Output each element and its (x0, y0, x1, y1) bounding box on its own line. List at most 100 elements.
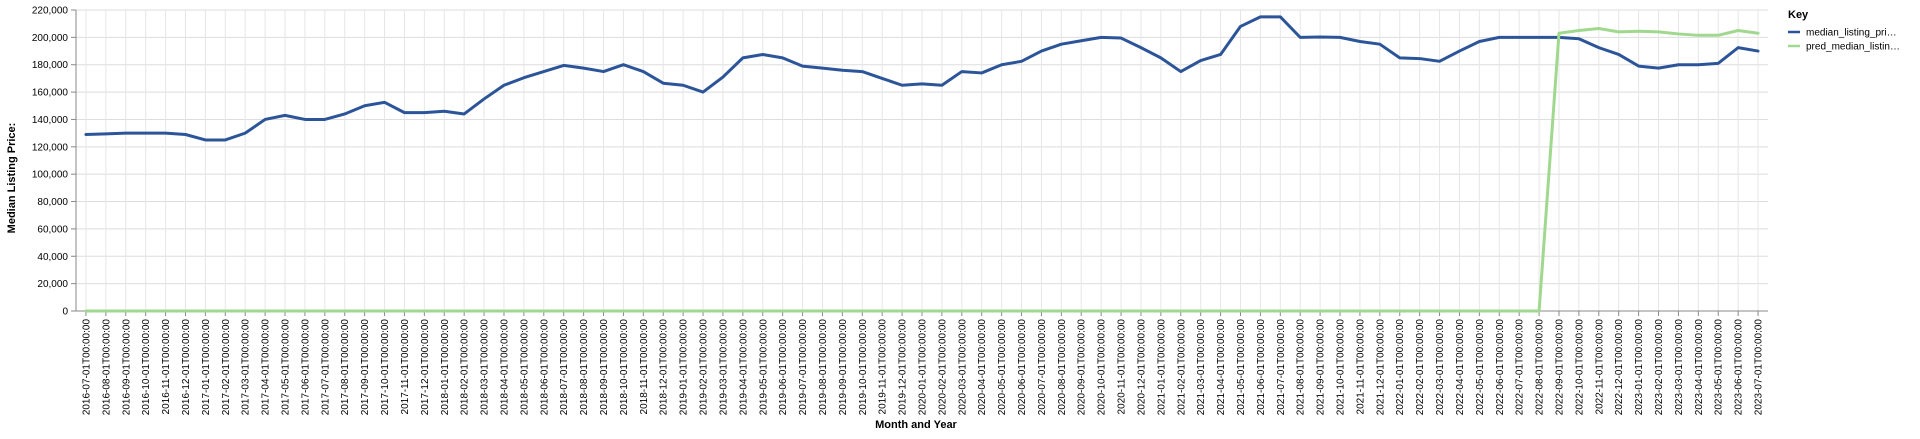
x-tick-label: 2019-12-01T00:00:00 (898, 319, 909, 416)
legend: Key median_listing_pri… pred_median_listi… (1788, 9, 1900, 53)
x-tick-label: 2022-06-01T00:00:00 (1495, 319, 1506, 416)
x-tick-label: 2019-09-01T00:00:00 (838, 319, 849, 416)
x-tick-label: 2017-07-01T00:00:00 (320, 319, 331, 416)
legend-label: pred_median_listin… (1806, 42, 1900, 53)
y-tick-label: 40,000 (37, 252, 68, 263)
x-tick-label: 2018-05-01T00:00:00 (519, 319, 530, 416)
x-tick-label: 2022-12-01T00:00:00 (1614, 319, 1625, 416)
x-tick-label: 2020-12-01T00:00:00 (1136, 319, 1147, 416)
x-tick-label: 2022-07-01T00:00:00 (1515, 319, 1526, 416)
x-axis-title: Month and Year (875, 419, 957, 431)
legend-title: Key (1788, 9, 1809, 21)
x-tick-label: 2021-08-01T00:00:00 (1296, 319, 1307, 416)
y-tick-label: 0 (62, 307, 68, 318)
series-line-1 (84, 15, 1760, 142)
x-tick-label: 2021-06-01T00:00:00 (1256, 319, 1267, 416)
y-axis: 0 20,000 40,000 60,000 80,000 100,000 120,000 1… (32, 6, 77, 318)
x-tick-label: 2019-05-01T00:00:00 (758, 319, 769, 416)
y-tick-label: 200,000 (32, 33, 69, 44)
x-tick-label: 2023-01-01T00:00:00 (1634, 319, 1645, 416)
x-tick-label: 2017-12-01T00:00:00 (420, 319, 431, 416)
y-tick-label: 140,000 (32, 115, 69, 126)
x-tick-label: 2023-07-01T00:00:00 (1754, 319, 1765, 416)
x-tick-label: 2017-05-01T00:00:00 (281, 319, 292, 416)
x-tick-label: 2019-06-01T00:00:00 (778, 319, 789, 416)
x-tick-label: 2022-09-01T00:00:00 (1554, 319, 1565, 416)
x-tick-label: 2021-02-01T00:00:00 (1176, 319, 1187, 416)
x-tick-label: 2020-04-01T00:00:00 (977, 319, 988, 416)
x-tick-label: 2021-11-01T00:00:00 (1355, 319, 1366, 415)
x-tick-label: 2018-11-01T00:00:00 (639, 319, 650, 415)
x-tick-label: 2022-05-01T00:00:00 (1475, 319, 1486, 416)
x-tick-label: 2020-07-01T00:00:00 (1037, 319, 1048, 416)
x-tick-label: 2020-10-01T00:00:00 (1097, 319, 1108, 416)
x-tick-label: 2022-10-01T00:00:00 (1574, 319, 1585, 416)
x-tick-label: 2018-06-01T00:00:00 (539, 319, 550, 416)
x-tick-label: 2020-06-01T00:00:00 (1017, 319, 1028, 416)
x-tick-label: 2018-02-01T00:00:00 (460, 319, 471, 416)
gridlines (76, 9, 1768, 312)
x-tick-label: 2019-07-01T00:00:00 (798, 319, 809, 416)
x-tick-label: 2017-08-01T00:00:00 (340, 319, 351, 416)
x-tick-label: 2016-11-01T00:00:00 (161, 319, 172, 415)
x-tick-label: 2022-04-01T00:00:00 (1455, 319, 1466, 416)
x-tick-label: 2018-03-01T00:00:00 (480, 319, 491, 416)
x-tick-label: 2019-03-01T00:00:00 (718, 319, 729, 416)
series-lines (84, 15, 1760, 313)
x-tick-label: 2017-10-01T00:00:00 (380, 319, 391, 416)
x-tick-label: 2023-04-01T00:00:00 (1694, 319, 1705, 416)
x-tick-label: 2016-12-01T00:00:00 (181, 319, 192, 416)
x-tick-label: 2023-06-01T00:00:00 (1734, 319, 1745, 416)
series-line-2 (84, 26, 1760, 313)
x-tick-label: 2023-05-01T00:00:00 (1714, 319, 1725, 416)
y-tick-label: 20,000 (37, 279, 68, 290)
x-tick-label: 2018-12-01T00:00:00 (659, 319, 670, 416)
x-tick-label: 2020-05-01T00:00:00 (997, 319, 1008, 416)
x-tick-label: 2018-10-01T00:00:00 (619, 319, 630, 416)
x-tick-label: 2018-09-01T00:00:00 (599, 319, 610, 416)
x-tick-label: 2022-08-01T00:00:00 (1535, 319, 1546, 416)
legend-label: median_listing_pri… (1806, 28, 1897, 39)
y-tick-label: 180,000 (32, 60, 69, 71)
y-tick-label: 120,000 (32, 142, 69, 153)
x-tick-label: 2022-02-01T00:00:00 (1415, 319, 1426, 416)
x-tick-label: 2022-01-01T00:00:00 (1395, 319, 1406, 416)
y-tick-label: 80,000 (37, 197, 68, 208)
x-tick-label: 2020-09-01T00:00:00 (1077, 319, 1088, 416)
x-tick-label: 2022-11-01T00:00:00 (1594, 319, 1605, 415)
x-tick-label: 2017-06-01T00:00:00 (300, 319, 311, 416)
x-tick-label: 2019-01-01T00:00:00 (679, 319, 690, 416)
x-tick-label: 2016-08-01T00:00:00 (101, 319, 112, 416)
x-tick-label: 2017-02-01T00:00:00 (221, 319, 232, 416)
y-tick-label: 60,000 (37, 224, 68, 235)
x-tick-label: 2021-12-01T00:00:00 (1375, 319, 1386, 416)
x-tick-label: 2019-02-01T00:00:00 (699, 319, 710, 416)
x-tick-label: 2017-03-01T00:00:00 (241, 319, 252, 416)
x-tick-label: 2019-08-01T00:00:00 (818, 319, 829, 416)
x-tick-label: 2023-02-01T00:00:00 (1654, 319, 1665, 416)
x-tick-label: 2021-03-01T00:00:00 (1196, 319, 1207, 416)
y-axis-title: Median Listing Price: (6, 123, 18, 234)
x-tick-label: 2020-01-01T00:00:00 (918, 319, 929, 416)
x-tick-label: 2020-11-01T00:00:00 (1117, 319, 1128, 415)
x-tick-label: 2018-04-01T00:00:00 (499, 319, 510, 416)
x-tick-label: 2022-03-01T00:00:00 (1435, 319, 1446, 416)
y-tick-label: 100,000 (32, 170, 69, 181)
x-tick-label: 2017-04-01T00:00:00 (261, 319, 272, 416)
x-axis: 2016-07-01T00:00:00 2016-08-01T00:00:00 20… (76, 310, 1768, 416)
x-tick-label: 2017-11-01T00:00:00 (400, 319, 411, 415)
x-tick-label: 2018-07-01T00:00:00 (559, 319, 570, 416)
x-tick-label: 2016-10-01T00:00:00 (141, 319, 152, 416)
x-tick-label: 2021-10-01T00:00:00 (1336, 319, 1347, 416)
x-tick-label: 2016-07-01T00:00:00 (81, 319, 92, 416)
x-tick-label: 2020-02-01T00:00:00 (937, 319, 948, 416)
x-tick-label: 2019-10-01T00:00:00 (858, 319, 869, 416)
x-tick-label: 2020-03-01T00:00:00 (957, 319, 968, 416)
x-tick-label: 2017-09-01T00:00:00 (360, 319, 371, 416)
x-tick-label: 2021-05-01T00:00:00 (1236, 319, 1247, 416)
x-tick-label: 2017-01-01T00:00:00 (201, 319, 212, 416)
x-tick-label: 2021-07-01T00:00:00 (1276, 319, 1287, 416)
x-tick-label: 2023-03-01T00:00:00 (1674, 319, 1685, 416)
